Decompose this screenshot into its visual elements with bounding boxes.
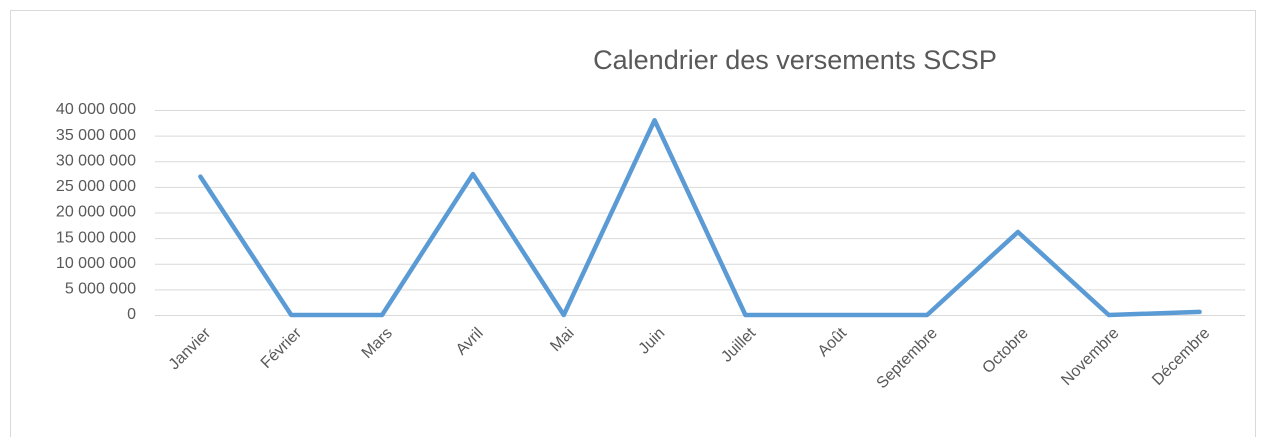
- y-tick-label: 35 000 000: [56, 127, 136, 144]
- line-series: [198, 118, 1202, 318]
- y-tick-label: 10 000 000: [56, 255, 136, 272]
- y-tick-label: 25 000 000: [56, 178, 136, 195]
- y-tick-label: 40 000 000: [56, 101, 136, 118]
- y-tick-label: 30 000 000: [56, 152, 136, 169]
- y-tick-label: 5 000 000: [65, 281, 136, 298]
- chart-frame: [10, 10, 1256, 441]
- y-tick-label: 20 000 000: [56, 204, 136, 221]
- y-tick-label: 15 000 000: [56, 229, 136, 246]
- chart-title: Calendrier des versements SCSP: [593, 45, 997, 75]
- y-tick-label: 0: [127, 306, 136, 323]
